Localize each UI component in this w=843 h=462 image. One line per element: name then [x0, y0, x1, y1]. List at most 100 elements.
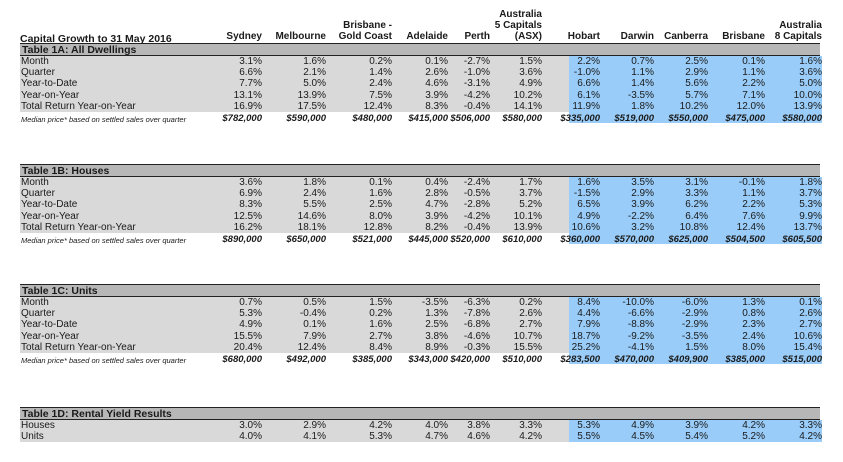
value-cell: -2.2%: [627, 210, 654, 222]
value-cell: 3.8%: [425, 330, 448, 342]
value-cell: -9.2%: [627, 330, 654, 342]
value-cell: 4.9%: [631, 420, 654, 431]
value-cell: -4.1%: [627, 341, 654, 353]
value-cell: 10.2%: [513, 89, 542, 101]
value-cell: 4.2%: [519, 431, 542, 443]
row-band: [20, 420, 569, 443]
column-header: Brisbane: [722, 31, 765, 42]
row-label: Year-to-Date: [21, 78, 78, 90]
value-cell: 4.9%: [239, 319, 262, 331]
row-band: [20, 177, 569, 233]
median-price-cell: $283,500: [560, 354, 600, 365]
value-cell: -3.1%: [463, 78, 490, 90]
column-header: Adelaide: [406, 31, 448, 42]
value-cell: -2.9%: [681, 319, 708, 331]
value-cell: 3.9%: [425, 210, 448, 222]
value-cell: 2.2%: [577, 56, 600, 67]
median-price-cell: $510,000: [502, 354, 542, 365]
median-price-cell: $480,000: [352, 113, 392, 124]
median-price-cell: $590,000: [286, 113, 326, 124]
value-cell: 7.6%: [742, 210, 765, 222]
row-label: Quarter: [21, 188, 55, 200]
median-price-cell: $515,000: [782, 354, 822, 365]
row-band: [20, 297, 569, 353]
row-label: Units: [21, 431, 44, 443]
column-header: 8 Capitals: [774, 31, 822, 42]
value-cell: 4.9%: [519, 78, 542, 90]
row-label: Total Return Year-on-Year: [21, 221, 136, 233]
value-cell: 12.8%: [363, 221, 392, 233]
highlight-block: [569, 297, 822, 365]
value-cell: 2.4%: [369, 78, 392, 90]
value-cell: -0.5%: [463, 188, 490, 200]
median-price-cell: $409,900: [668, 354, 708, 365]
value-cell: -6.0%: [681, 297, 708, 308]
row-label: Quarter: [21, 308, 55, 320]
value-cell: 16.9%: [233, 100, 262, 112]
value-cell: 1.1%: [631, 67, 654, 79]
value-cell: 5.3%: [369, 431, 392, 443]
column-header: Brisbane -: [343, 20, 392, 31]
value-cell: -8.8%: [627, 319, 654, 331]
value-cell: 0.2%: [519, 297, 542, 308]
value-cell: 4.0%: [425, 420, 448, 431]
column-header: Perth: [464, 31, 490, 42]
page-title: Capital Growth to 31 May 2016: [20, 33, 172, 45]
table-title: Table 1C: Units: [20, 285, 820, 297]
value-cell: 8.0%: [369, 210, 392, 222]
value-cell: 2.6%: [519, 308, 542, 320]
value-cell: 8.0%: [742, 341, 765, 353]
table-header-rule: [20, 55, 820, 56]
value-cell: 3.6%: [519, 67, 542, 79]
median-price-cell: $580,000: [502, 113, 542, 124]
value-cell: 13.9%: [513, 221, 542, 233]
value-cell: 13.7%: [793, 221, 822, 233]
value-cell: -2.4%: [463, 177, 490, 188]
value-cell: -2.7%: [463, 56, 490, 67]
value-cell: 6.4%: [685, 210, 708, 222]
value-cell: 2.6%: [425, 67, 448, 79]
value-cell: 1.3%: [742, 297, 765, 308]
value-cell: 0.5%: [303, 297, 326, 308]
table-top-rule: [20, 43, 820, 44]
table-title: Table 1D: Rental Yield Results: [20, 408, 820, 420]
median-price-cell: $445,000: [408, 234, 448, 245]
value-cell: 4.4%: [577, 308, 600, 320]
value-cell: 0.1%: [303, 319, 326, 331]
value-cell: -3.5%: [681, 330, 708, 342]
value-cell: 2.7%: [799, 319, 822, 331]
value-cell: 6.5%: [577, 199, 600, 211]
value-cell: 4.2%: [742, 420, 765, 431]
median-price-cell: $343,000: [408, 354, 448, 365]
value-cell: 0.1%: [799, 297, 822, 308]
median-price-cell: $385,000: [725, 354, 765, 365]
row-label: Year-on-Year: [21, 89, 80, 101]
value-cell: -7.8%: [463, 308, 490, 320]
row-band: [20, 56, 569, 112]
median-price-cell: $504,500: [725, 234, 765, 245]
value-cell: 2.4%: [303, 188, 326, 200]
value-cell: 18.1%: [297, 221, 326, 233]
value-cell: 15.5%: [513, 341, 542, 353]
value-cell: 1.6%: [577, 177, 600, 188]
value-cell: 15.4%: [793, 341, 822, 353]
median-price-cell: $680,000: [222, 354, 262, 365]
value-cell: 2.7%: [369, 330, 392, 342]
value-cell: 10.0%: [793, 89, 822, 101]
median-price-cell: $650,000: [286, 234, 326, 245]
value-cell: 8.3%: [239, 199, 262, 211]
value-cell: 14.6%: [297, 210, 326, 222]
value-cell: 12.4%: [736, 221, 765, 233]
value-cell: 18.7%: [571, 330, 600, 342]
median-price-cell: $420,000: [450, 354, 490, 365]
row-label: Houses: [21, 420, 55, 431]
value-cell: 4.5%: [631, 431, 654, 443]
value-cell: 2.9%: [303, 420, 326, 431]
value-cell: 5.0%: [799, 78, 822, 90]
value-cell: 2.8%: [425, 188, 448, 200]
row-label: Year-to-Date: [21, 199, 78, 211]
value-cell: 15.5%: [233, 330, 262, 342]
value-cell: 25.2%: [571, 341, 600, 353]
value-cell: 7.5%: [369, 89, 392, 101]
value-cell: 1.3%: [425, 308, 448, 320]
